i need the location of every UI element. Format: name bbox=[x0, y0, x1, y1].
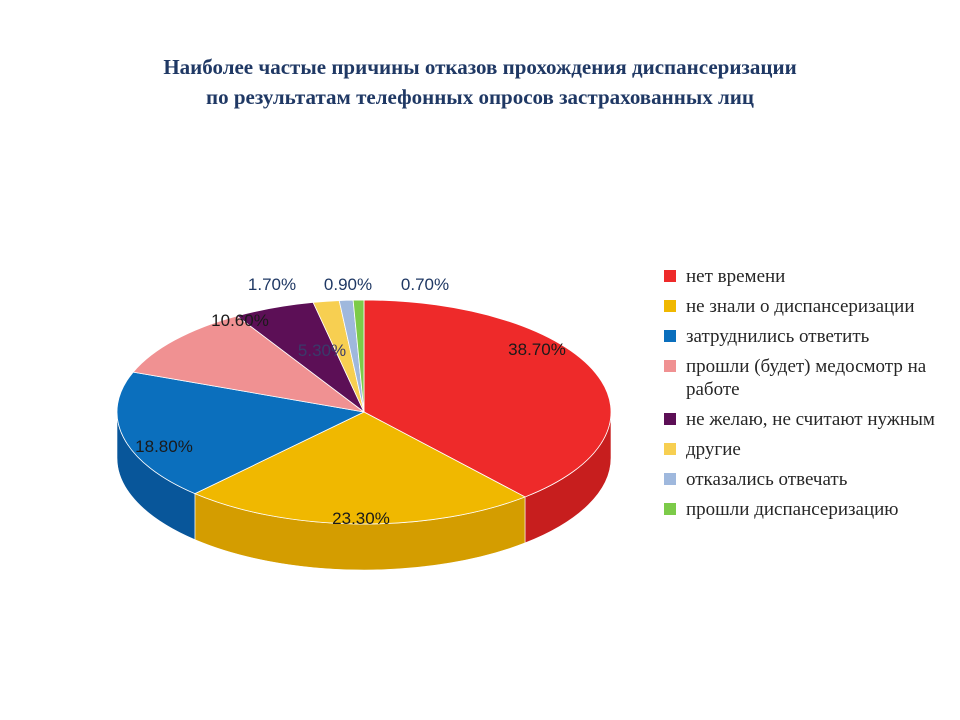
data-label-6: 0.90% bbox=[324, 275, 372, 294]
data-label-4: 5.30% bbox=[298, 341, 346, 360]
legend-swatch-4 bbox=[664, 413, 676, 425]
chart-title-line-2: по результатам телефонных опросов застра… bbox=[206, 85, 754, 109]
legend-label-3: прошли (будет) медосмотр на работе bbox=[686, 356, 927, 400]
data-label-1: 23.30% bbox=[332, 509, 390, 528]
legend-swatch-2 bbox=[664, 330, 676, 342]
legend-label-6: отказались отвечать bbox=[686, 469, 848, 490]
legend-item-7: прошли диспансеризацию bbox=[662, 498, 952, 521]
pie-slice-прошли-диспансеризацию bbox=[352, 299, 365, 413]
pie-slice-прошли-будет-медосмотр-на-работе bbox=[132, 315, 365, 413]
legend-label-1: не знали о диспансеризации bbox=[686, 296, 915, 317]
data-label-2: 18.80% bbox=[135, 437, 193, 456]
legend-swatch-3 bbox=[664, 360, 676, 372]
legend-label-0: нет времени bbox=[686, 266, 786, 287]
pie-slice-не-знали-о-диспансеризации bbox=[193, 411, 526, 525]
data-label-5: 1.70% bbox=[248, 275, 296, 294]
legend-swatch-6 bbox=[664, 473, 676, 485]
legend-label-5: другие bbox=[686, 439, 741, 460]
legend-item-0: нет времени bbox=[662, 265, 952, 288]
chart-title-line-1: Наиболее частые причины отказов прохожде… bbox=[163, 55, 797, 79]
legend-item-2: затруднились ответить bbox=[662, 325, 952, 348]
legend-item-5: другие bbox=[662, 438, 952, 461]
legend-label-7: прошли диспансеризацию bbox=[686, 499, 899, 520]
legend-label-4: не желаю, не считают нужным bbox=[686, 409, 935, 430]
legend-item-4: не желаю, не считают нужным bbox=[662, 408, 952, 431]
data-label-3: 10.60% bbox=[211, 311, 269, 330]
legend-swatch-1 bbox=[664, 300, 676, 312]
legend-swatch-0 bbox=[664, 270, 676, 282]
legend-item-6: отказались отвечать bbox=[662, 468, 952, 491]
chart-title: Наиболее частые причины отказов прохожде… bbox=[0, 52, 960, 112]
data-label-0: 38.70% bbox=[508, 340, 566, 359]
pie-slice-нет-времени bbox=[363, 299, 612, 498]
pie-slice-затруднились-ответить bbox=[116, 371, 366, 495]
legend-swatch-7 bbox=[664, 503, 676, 515]
legend-item-1: не знали о диспансеризации bbox=[662, 295, 952, 318]
legend-swatch-5 bbox=[664, 443, 676, 455]
legend-label-2: затруднились ответить bbox=[686, 326, 870, 347]
legend: нет времени не знали о диспансеризации зат… bbox=[662, 265, 952, 528]
data-label-7: 0.70% bbox=[401, 275, 449, 294]
legend-item-3: прошли (будет) медосмотр на работе bbox=[662, 355, 952, 401]
